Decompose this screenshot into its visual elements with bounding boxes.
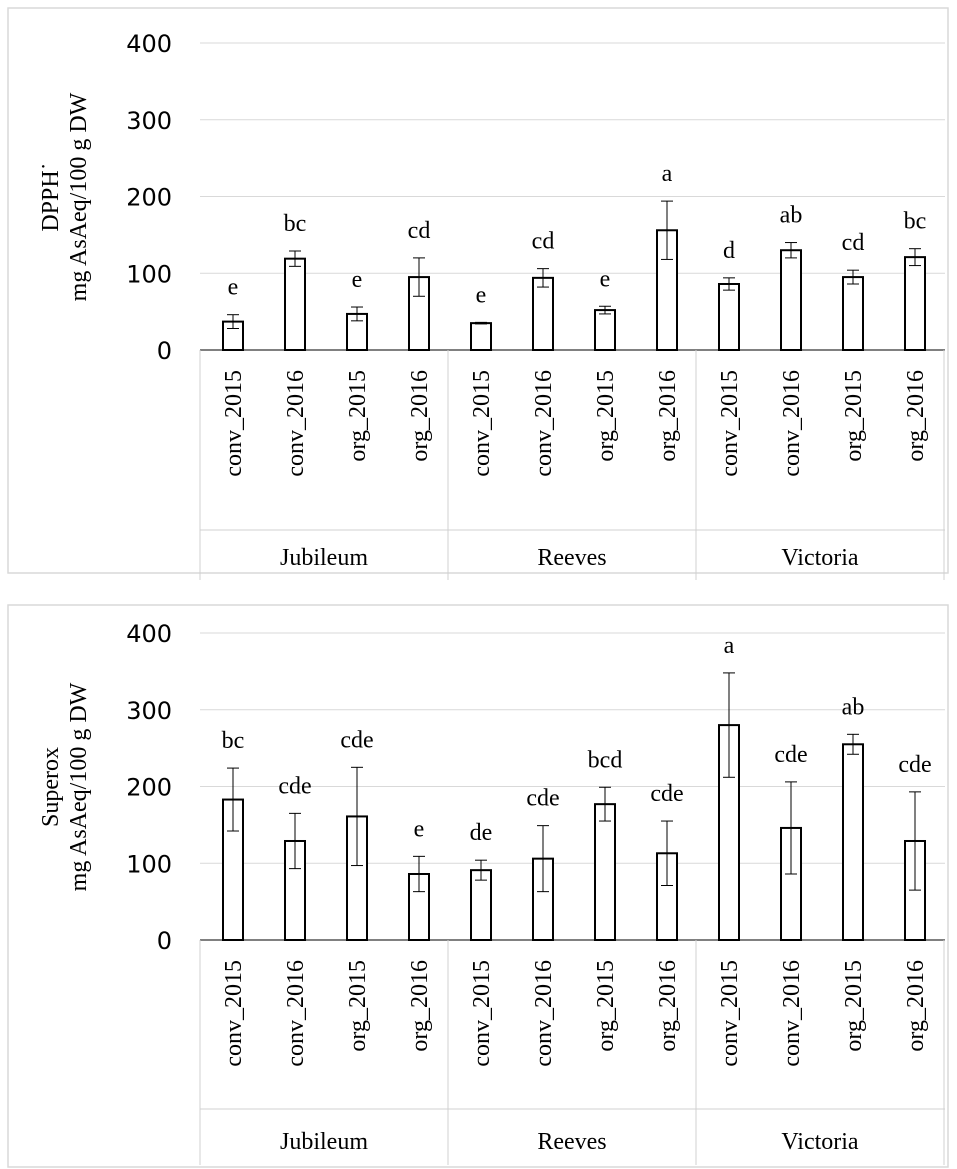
x-group-label: Victoria [781,545,859,571]
significance-letter: cd [408,218,431,244]
significance-letter: cde [898,752,931,778]
y-tick-label: 400 [126,620,172,648]
superox-chart: 0 100 200 300 400 Superoxmg AsAeq/100 g DW bc c… [7,604,949,1168]
x-group-label: Jubileum [280,545,368,571]
significance-letter: e [476,282,487,308]
significance-letter: a [724,633,735,659]
x-tick-label: conv_2015 [469,960,495,1067]
x-tick-label: org_2015 [841,370,867,462]
bar [594,803,616,941]
y-axis-label-line2: mg AsAeq/100 g DW [66,92,92,301]
significance-letter: e [228,275,239,301]
significance-letter: bc [284,211,307,237]
x-tick-label: org_2016 [655,370,681,462]
significance-letter: cd [532,229,555,255]
x-group-label: Jubileum [280,1129,368,1155]
x-tick-label: conv_2016 [779,960,805,1067]
significance-letter: cd [842,230,865,256]
x-tick-label: conv_2016 [283,960,309,1067]
x-group-label: Reeves [537,1129,606,1155]
x-tick-label: org_2016 [407,960,433,1052]
x-tick-label: conv_2015 [221,370,247,477]
x-tick-label: org_2015 [841,960,867,1052]
significance-letter: bcd [588,747,623,773]
x-tick-label: org_2016 [655,960,681,1052]
x-tick-label: conv_2015 [469,370,495,477]
chart-frame [7,604,949,1168]
x-group-label: Reeves [537,545,606,571]
x-tick-label: conv_2016 [531,960,557,1067]
bar [470,322,492,352]
bar [780,249,802,352]
x-tick-label: conv_2015 [221,960,247,1067]
x-tick-label: org_2015 [345,370,371,462]
dpph-chart-panel: 0 100 200 300 400 DPPH˙mg AsAeq/100 g DW e conv… [0,0,957,582]
significance-letter: ab [780,203,803,229]
bar [904,256,926,352]
bar [718,282,740,351]
superox-chart-panel: 0 100 200 300 400 Superoxmg AsAeq/100 g DW bc c… [0,597,957,1169]
significance-letter: bc [222,728,245,754]
x-tick-label: conv_2015 [717,370,743,477]
bar [594,309,616,351]
y-tick-label: 300 [126,697,172,725]
y-tick-label: 200 [126,184,172,212]
x-tick-label: org_2015 [593,960,619,1052]
significance-letter: ab [842,694,865,720]
y-axis-label: DPPH˙mg AsAeq/100 g DW [38,92,92,301]
significance-letter: e [600,266,611,292]
significance-letter: cde [774,742,807,768]
bar [842,276,864,351]
x-tick-label: conv_2016 [283,370,309,477]
y-tick-label: 0 [157,337,172,365]
y-axis-label-line1: Superox [38,747,64,827]
x-tick-label: org_2016 [407,370,433,462]
y-tick-label: 300 [126,107,172,135]
significance-letter: a [662,161,673,187]
x-tick-label: conv_2016 [531,370,557,477]
significance-letter: cde [526,786,559,812]
x-tick-label: conv_2016 [779,370,805,477]
bar [284,257,306,352]
y-tick-label: 100 [126,850,172,878]
significance-letter: bc [904,209,927,235]
x-tick-label: org_2016 [903,370,929,462]
y-tick-label: 200 [126,774,172,802]
bar [532,276,554,352]
significance-letter: de [470,820,493,846]
significance-letter: d [723,238,735,264]
dpph-chart: 0 100 200 300 400 DPPH˙mg AsAeq/100 g DW e conv… [7,7,949,580]
x-tick-label: conv_2015 [717,960,743,1067]
significance-letter: cde [340,727,373,753]
x-group-label: Victoria [781,1129,859,1155]
y-tick-label: 400 [126,30,172,58]
y-axis-label-line1: DPPH˙ [38,162,64,231]
significance-letter: cde [650,781,683,807]
y-tick-label: 0 [157,927,172,955]
y-axis-label: Superoxmg AsAeq/100 g DW [38,682,92,891]
significance-letter: e [414,816,425,842]
significance-letter: e [352,267,363,293]
x-tick-label: org_2015 [593,370,619,462]
y-tick-label: 100 [126,260,172,288]
x-tick-label: org_2015 [345,960,371,1052]
x-tick-label: org_2016 [903,960,929,1052]
significance-letter: cde [278,773,311,799]
bar [842,743,864,941]
y-axis-label-line2: mg AsAeq/100 g DW [66,682,92,891]
chart-frame [7,7,949,574]
